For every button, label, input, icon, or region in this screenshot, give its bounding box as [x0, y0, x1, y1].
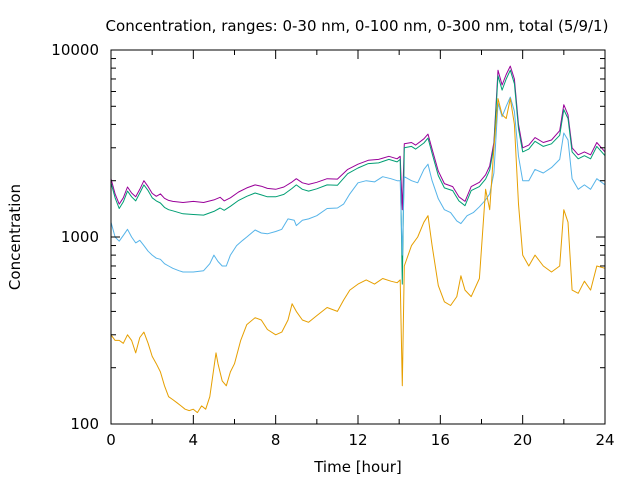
- x-tick-label: 24: [595, 431, 614, 449]
- x-tick-label: 8: [271, 431, 281, 449]
- ticks-layer: 0 4 8 12 16 20 24 100 1000 10000: [51, 41, 614, 449]
- plot-frame: [110, 49, 606, 425]
- series-layer: [110, 65, 606, 414]
- x-tick-label: 16: [431, 431, 450, 449]
- x-axis-label: Time [hour]: [313, 458, 402, 476]
- series-line-2: [110, 69, 606, 285]
- series-line-3: [110, 96, 606, 273]
- chart-title: Concentration, ranges: 0-30 nm, 0-100 nm…: [106, 17, 609, 35]
- y-tick-label: 100: [70, 415, 99, 433]
- x-tick-label: 4: [189, 431, 199, 449]
- y-tick-label: 10000: [51, 41, 99, 59]
- x-tick-label: 12: [348, 431, 367, 449]
- x-tick-label: 20: [513, 431, 532, 449]
- y-tick-label: 1000: [61, 228, 99, 246]
- series-line-1: [110, 65, 606, 211]
- series-line-4: [110, 98, 606, 414]
- x-tick-label: 0: [106, 431, 116, 449]
- y-axis-label: Concentration: [6, 184, 24, 290]
